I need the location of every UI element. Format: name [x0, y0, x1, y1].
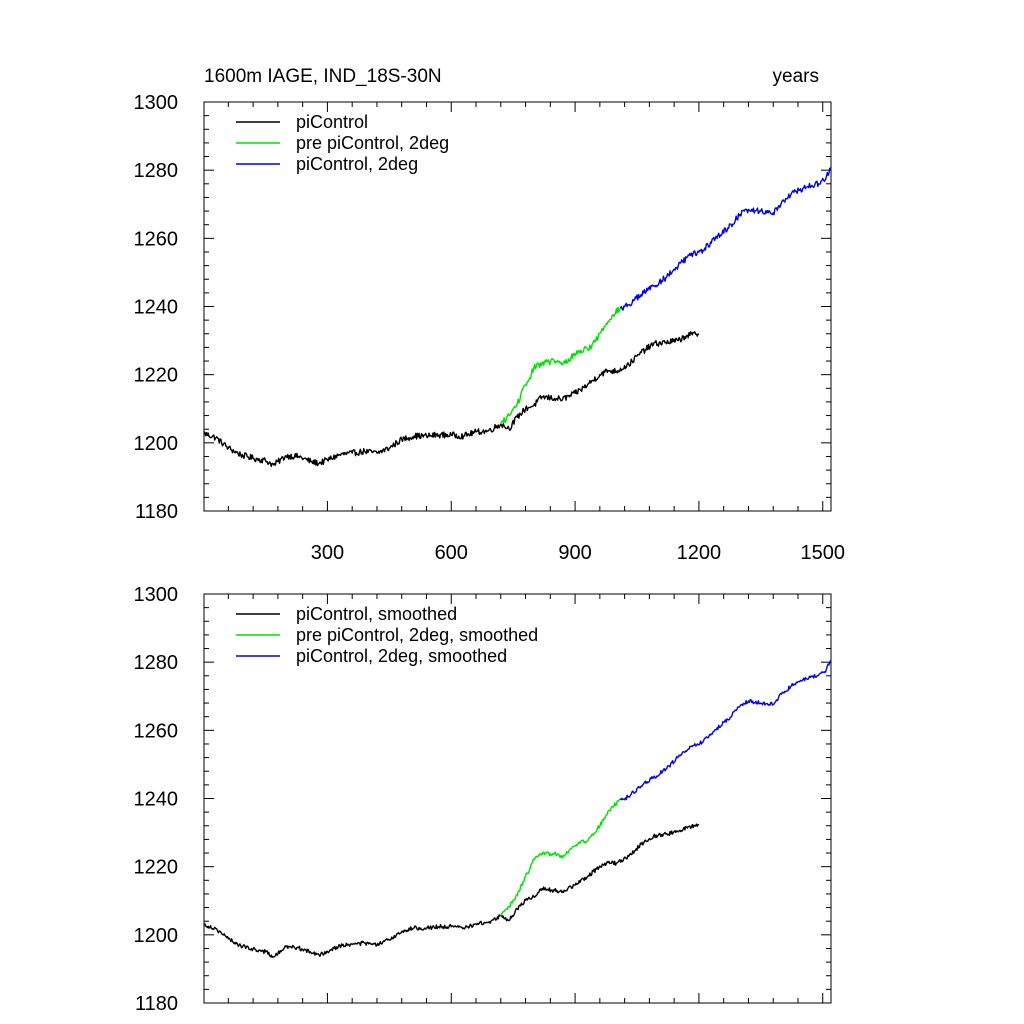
series-line-2 [500, 798, 621, 916]
y-tick-label: 1280 [134, 652, 179, 674]
y-tick-label: 1300 [134, 92, 179, 114]
x-tick-label: 300 [311, 542, 344, 564]
x-tick-label: 1500 [800, 542, 845, 564]
top-panel: 1180 1200 1220 1240 1260 1280 1300 300 600 900 120… [134, 92, 845, 564]
y-tick-label: 1180 [135, 501, 178, 523]
legend-label: piControl, 2deg [296, 154, 418, 174]
series-line-3 [619, 659, 832, 801]
units-label: years [773, 66, 819, 87]
bottom-panel: 1180 1200 1220 1240 1260 1280 1300 piControl, s… [134, 584, 832, 1015]
y-tick-label: 1260 [134, 228, 179, 250]
y-tick-label: 1180 [135, 993, 178, 1015]
y-tick-label: 1220 [134, 857, 179, 879]
legend-label: piControl, smoothed [296, 604, 457, 624]
series-line-1 [203, 823, 700, 959]
y-tick-label: 1200 [134, 925, 179, 947]
legend-label: pre piControl, 2deg [296, 133, 449, 153]
chart-title: 1600m IAGE, IND_18S-30N [204, 66, 442, 87]
y-tick-label: 1220 [134, 365, 179, 387]
y-tick-label: 1240 [134, 297, 179, 319]
y-tick-label: 1260 [134, 720, 179, 742]
y-tick-label: 1240 [134, 789, 179, 811]
y-tick-label: 1200 [134, 433, 179, 455]
series-line-1 [203, 331, 700, 467]
x-tick-label: 600 [435, 542, 468, 564]
x-tick-label: 1200 [677, 542, 722, 564]
y-tick-label: 1300 [134, 584, 179, 606]
x-tick-label: 900 [558, 542, 591, 564]
y-tick-label: 1280 [134, 160, 179, 182]
series-line-2 [500, 306, 622, 425]
series-line-3 [619, 166, 832, 311]
legend-label: pre piControl, 2deg, smoothed [296, 625, 538, 645]
legend-label: piControl [296, 112, 368, 132]
legend-label: piControl, 2deg, smoothed [296, 646, 507, 666]
